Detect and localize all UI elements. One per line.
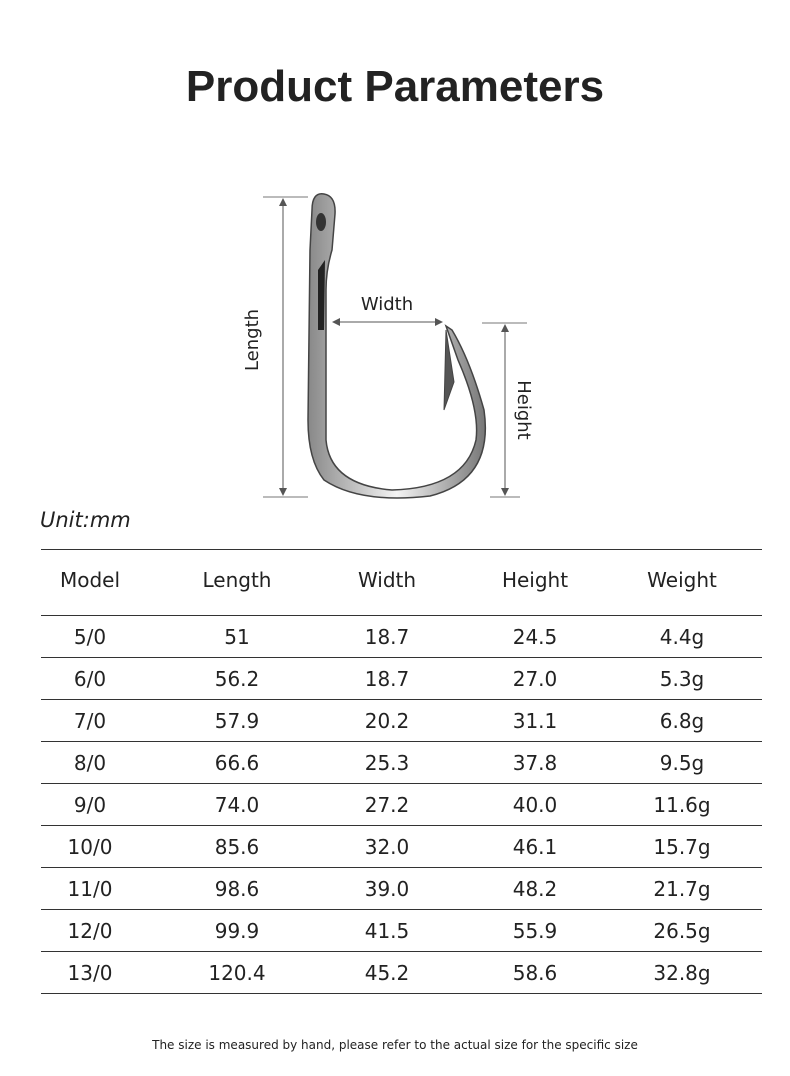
table-cell: 25.3 (364, 751, 410, 775)
table-cell: 32.0 (364, 835, 410, 859)
table-cell: 57.9 (214, 709, 260, 733)
rule (41, 741, 762, 742)
table-cell: 24.5 (512, 625, 558, 649)
table-cell: 51 (224, 625, 250, 649)
rule (41, 951, 762, 952)
column-header: Model (59, 568, 121, 592)
table-cell: 9.5g (659, 751, 705, 775)
table-cell: 31.1 (512, 709, 558, 733)
table-cell: 56.2 (214, 667, 260, 691)
rule (41, 549, 762, 550)
table-cell: 7/0 (73, 709, 107, 733)
table-cell: 120.4 (208, 961, 266, 985)
rule (41, 825, 762, 826)
table-cell: 8/0 (73, 751, 107, 775)
table-cell: 15.7g (653, 835, 711, 859)
height-label: Height (513, 380, 534, 440)
table-cell: 99.9 (214, 919, 260, 943)
table-cell: 6/0 (73, 667, 107, 691)
table-cell: 20.2 (364, 709, 410, 733)
footnote: The size is measured by hand, please ref… (152, 1038, 638, 1052)
table-cell: 27.2 (364, 793, 410, 817)
table-cell: 18.7 (364, 667, 410, 691)
width-label: Width (361, 294, 413, 315)
table-cell: 98.6 (214, 877, 260, 901)
table-cell: 48.2 (512, 877, 558, 901)
table-cell: 5/0 (73, 625, 107, 649)
rule (41, 909, 762, 910)
unit: Unit:mm (40, 508, 131, 532)
table-cell: 5.3g (659, 667, 705, 691)
table-cell: 6.8g (659, 709, 705, 733)
table-cell: 45.2 (364, 961, 410, 985)
table-cell: 41.5 (364, 919, 410, 943)
column-header: Length (202, 568, 272, 592)
table-cell: 12/0 (67, 919, 113, 943)
rule (41, 657, 762, 658)
table-cell: 4.4g (659, 625, 705, 649)
table-cell: 11.6g (653, 793, 711, 817)
table-cell: 18.7 (364, 625, 410, 649)
table-cell: 9/0 (73, 793, 107, 817)
table-cell: 85.6 (214, 835, 260, 859)
table-cell: 40.0 (512, 793, 558, 817)
column-header: Height (501, 568, 569, 592)
title: Product Parameters (185, 62, 605, 111)
length-label: Length (242, 309, 263, 371)
table-cell: 39.0 (364, 877, 410, 901)
table-cell: 46.1 (512, 835, 558, 859)
rule (41, 699, 762, 700)
table-cell: 32.8g (653, 961, 711, 985)
hook-diagram: Length Width Height (242, 193, 534, 499)
rule (41, 783, 762, 784)
table-cell: 26.5g (653, 919, 711, 943)
table-cell: 55.9 (512, 919, 558, 943)
rule (41, 867, 762, 868)
column-header: Width (357, 568, 417, 592)
table-cell: 37.8 (512, 751, 558, 775)
column-header: Weight (647, 568, 717, 592)
table-cell: 74.0 (214, 793, 260, 817)
table-cell: 11/0 (67, 877, 113, 901)
table-cell: 21.7g (653, 877, 711, 901)
table-cell: 10/0 (67, 835, 113, 859)
table-cell: 58.6 (512, 961, 558, 985)
table-cell: 13/0 (67, 961, 113, 985)
table-cell: 27.0 (512, 667, 558, 691)
table-cell: 66.6 (214, 751, 260, 775)
rule (41, 993, 762, 994)
rule (41, 615, 762, 616)
